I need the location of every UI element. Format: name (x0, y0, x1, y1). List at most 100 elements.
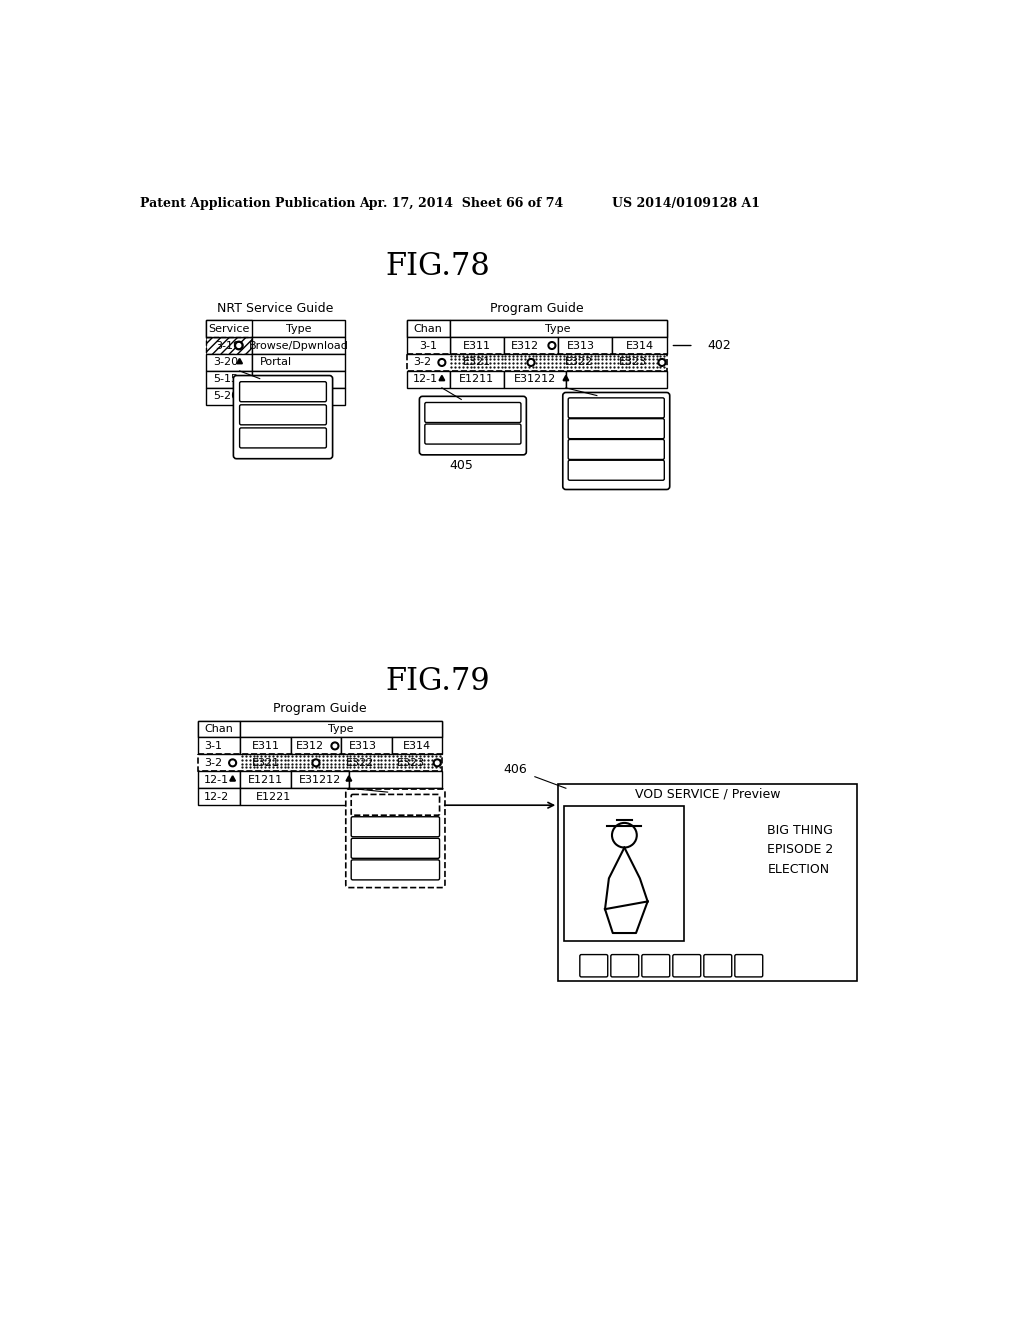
Bar (206, 337, 252, 354)
Circle shape (440, 360, 443, 364)
Text: Chan: Chan (414, 323, 442, 334)
Text: E322: E322 (565, 358, 593, 367)
FancyBboxPatch shape (735, 954, 763, 977)
Circle shape (529, 360, 532, 364)
Bar (612, 337, 667, 354)
Text: E313: E313 (567, 341, 595, 351)
Bar (206, 354, 252, 371)
Text: 5-15: 5-15 (213, 375, 239, 384)
Text: Chan: Chan (205, 723, 233, 734)
Bar (291, 771, 349, 788)
Text: homepages: homepages (362, 822, 428, 832)
FancyBboxPatch shape (425, 403, 521, 422)
Circle shape (333, 744, 337, 747)
Circle shape (230, 762, 234, 764)
FancyBboxPatch shape (703, 954, 732, 977)
Text: 6: 6 (744, 960, 753, 973)
FancyBboxPatch shape (673, 954, 700, 977)
FancyBboxPatch shape (642, 954, 670, 977)
Bar (407, 371, 450, 388)
Text: Apr. 17, 2014  Sheet 66 of 74: Apr. 17, 2014 Sheet 66 of 74 (359, 197, 563, 210)
Text: E314: E314 (402, 741, 431, 751)
Circle shape (433, 759, 441, 767)
Bar (504, 337, 558, 354)
Bar (504, 371, 566, 388)
Polygon shape (346, 776, 351, 781)
Circle shape (660, 360, 664, 364)
Bar (558, 337, 612, 354)
Bar (252, 337, 345, 354)
Text: 4: 4 (683, 960, 691, 973)
Text: Service info.: Service info. (249, 433, 317, 444)
Bar (407, 354, 667, 371)
Bar (407, 321, 667, 337)
Text: E321: E321 (463, 358, 490, 367)
Text: 3-1: 3-1 (419, 341, 437, 351)
Text: E1211: E1211 (248, 775, 283, 785)
FancyBboxPatch shape (351, 817, 439, 837)
Bar (241, 721, 442, 738)
Bar (450, 371, 504, 388)
Circle shape (237, 343, 241, 347)
FancyBboxPatch shape (351, 795, 439, 816)
Bar (206, 388, 252, 405)
Text: Type: Type (286, 323, 311, 334)
Bar (206, 337, 252, 354)
Text: Type: Type (329, 723, 354, 734)
Bar (198, 721, 442, 738)
Text: E1211: E1211 (459, 375, 495, 384)
Bar (391, 738, 442, 755)
Text: Patent Application Publication: Patent Application Publication (140, 197, 356, 210)
Text: Portal: Portal (260, 358, 292, 367)
Text: E31212: E31212 (514, 375, 556, 384)
Text: 12-2: 12-2 (204, 792, 229, 801)
Bar (341, 738, 391, 755)
Text: Type: Type (546, 323, 570, 334)
Text: Browse/Dpwnload: Browse/Dpwnload (249, 341, 348, 351)
FancyBboxPatch shape (568, 397, 665, 418)
FancyBboxPatch shape (240, 428, 327, 447)
Circle shape (550, 343, 554, 347)
Text: 3-20: 3-20 (213, 358, 239, 367)
Bar (206, 321, 345, 337)
Text: 402: 402 (707, 339, 731, 352)
FancyBboxPatch shape (240, 381, 327, 401)
Bar (450, 321, 667, 337)
Bar (198, 788, 241, 805)
Bar (241, 738, 291, 755)
FancyBboxPatch shape (425, 424, 521, 444)
FancyBboxPatch shape (351, 838, 439, 858)
Text: homepages: homepages (440, 429, 506, 440)
Bar (198, 721, 241, 738)
Text: Channel info.: Channel info. (436, 408, 510, 417)
Bar (198, 738, 241, 755)
Text: E312: E312 (296, 741, 324, 751)
FancyBboxPatch shape (346, 789, 445, 887)
Text: VOD SERVICE / Preview: VOD SERVICE / Preview (635, 788, 780, 801)
Text: Service: Service (208, 323, 250, 334)
Circle shape (548, 342, 556, 350)
Circle shape (435, 762, 439, 764)
FancyBboxPatch shape (240, 405, 327, 425)
Text: E314: E314 (626, 341, 653, 351)
Bar (349, 771, 442, 788)
Text: homepages: homepages (251, 409, 315, 420)
Bar (407, 321, 450, 337)
Text: E323: E323 (620, 358, 647, 367)
Text: homepages: homepages (584, 424, 649, 434)
Circle shape (234, 342, 243, 350)
Text: previews: previews (592, 403, 641, 413)
Text: E322: E322 (346, 758, 374, 768)
Bar (198, 771, 241, 788)
Text: EPISODE 2: EPISODE 2 (767, 843, 834, 857)
Text: 3-1: 3-1 (204, 741, 222, 751)
Circle shape (438, 359, 445, 367)
Bar (558, 784, 856, 981)
Text: NRT Service Guide: NRT Service Guide (217, 302, 334, 315)
Circle shape (228, 759, 237, 767)
Text: previews: previews (258, 387, 308, 397)
Text: Program Guide: Program Guide (490, 302, 584, 315)
Text: 405: 405 (450, 459, 473, 473)
Bar (241, 771, 291, 788)
Bar (450, 337, 504, 354)
